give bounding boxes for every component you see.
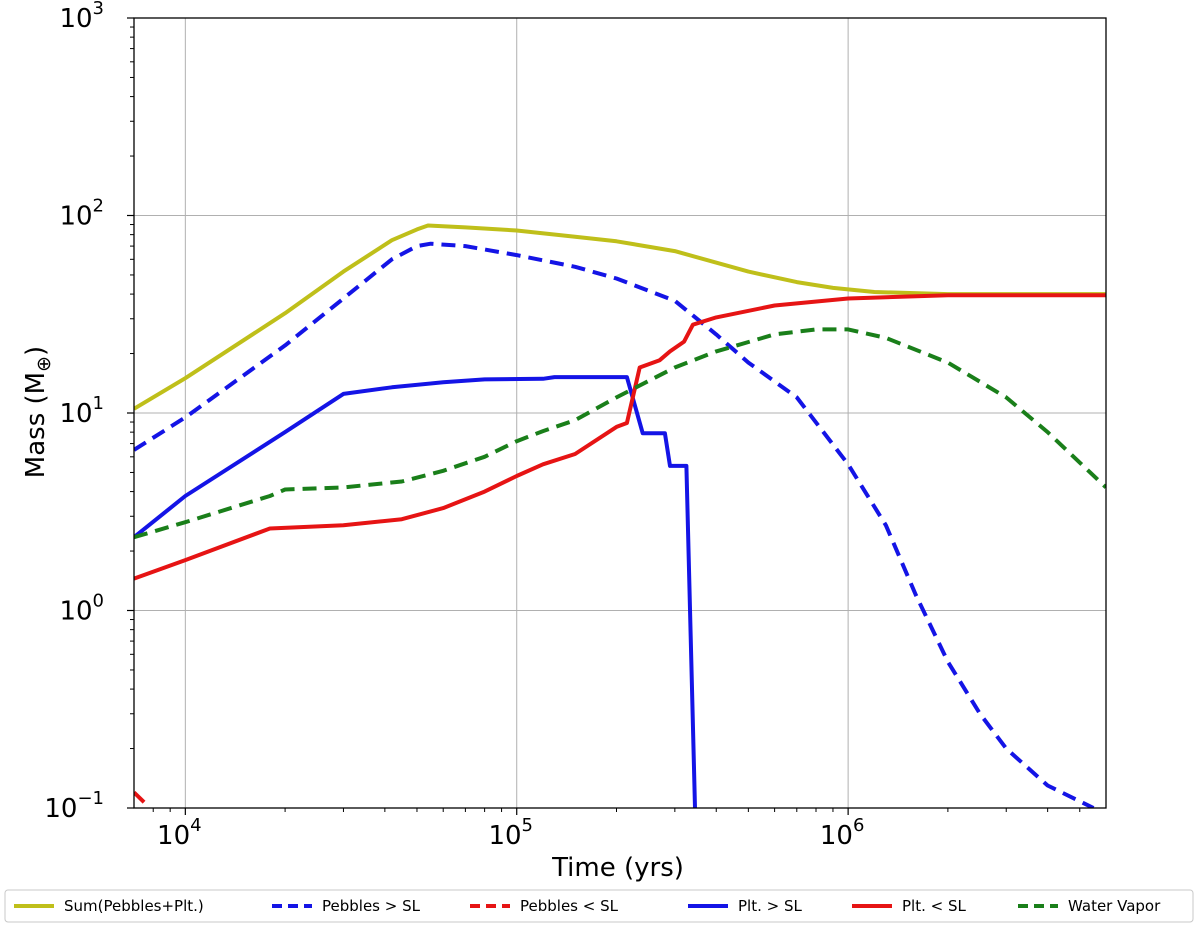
legend-label-4: Plt. > SL	[738, 897, 802, 915]
y-axis-label: Mass (M⊕)	[21, 346, 55, 478]
y-tick-label: 10−1	[44, 788, 104, 824]
series-line-2	[134, 241, 1095, 808]
y-tick-label: 103	[59, 0, 104, 34]
y-tick-label: 102	[59, 196, 104, 232]
series-line-4	[134, 375, 697, 808]
series-line-3	[134, 790, 148, 806]
legend-label-3: Pebbles < SL	[520, 897, 619, 915]
legend-label-1: Sum(Pebbles+Plt.)	[64, 897, 204, 915]
legend: Sum(Pebbles+Plt.) Pebbles > SL Pebbles < S…	[4, 889, 1194, 923]
y-tick-label: 100	[59, 591, 104, 627]
y-tick-label: 101	[59, 393, 104, 429]
x-axis-label: Time (yrs)	[551, 853, 684, 883]
x-tick-label: 105	[488, 815, 533, 851]
x-tick-label: 104	[157, 815, 202, 851]
series-line-6	[134, 327, 1106, 540]
axis-ticks: 104 105 106 10−1 100 101 102 103	[44, 0, 1081, 851]
legend-label-5: Plt. < SL	[902, 897, 966, 915]
legend-label-2: Pebbles > SL	[322, 897, 421, 915]
x-tick-label: 106	[820, 815, 865, 851]
series-layer	[134, 223, 1106, 808]
legend-box	[4, 889, 1194, 923]
series-line-5	[134, 293, 1106, 581]
legend-label-6: Water Vapor	[1068, 897, 1161, 915]
grid	[134, 18, 1106, 808]
series-line-1	[134, 223, 1106, 411]
